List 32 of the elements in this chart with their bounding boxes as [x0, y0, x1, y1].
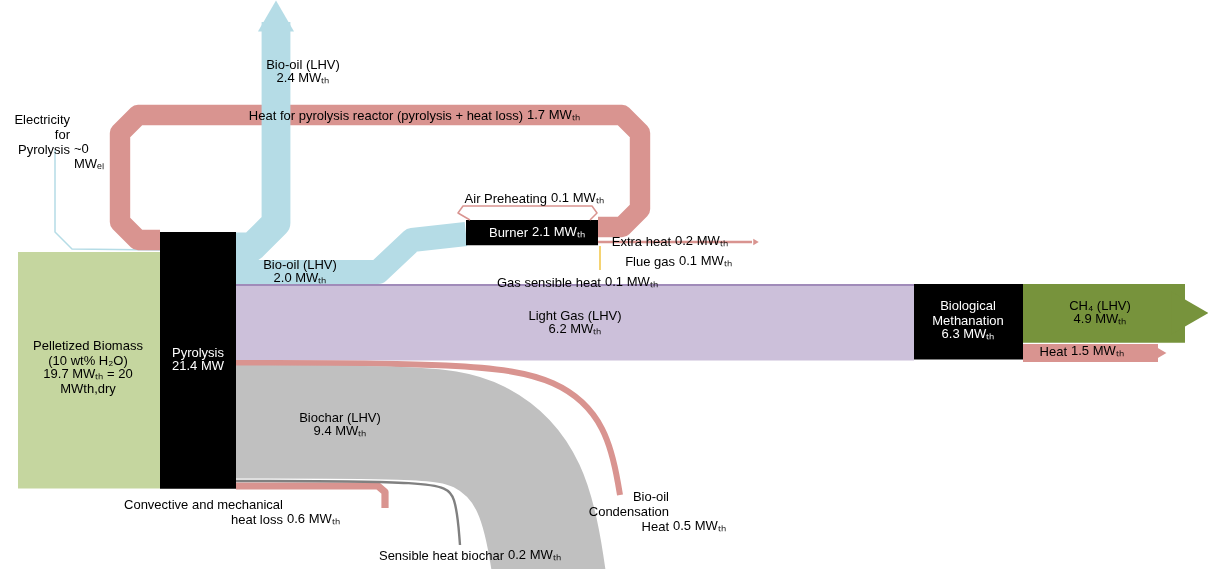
- data-label: 1.7 MWₜₕ: [527, 107, 580, 122]
- category-label: Biological Methanation: [932, 298, 1004, 328]
- category-label: Flue gas: [625, 254, 676, 269]
- category-label: Heat for pyrolysis reactor (pyrolysis + heat loss): [248, 108, 523, 123]
- data-label: 0.6 MWₜₕ: [287, 511, 340, 526]
- data-label: ~0 MWₑₗ: [74, 141, 104, 171]
- category-label: Electricity for Pyrolysis: [14, 112, 71, 157]
- category-label: Burner: [488, 225, 529, 240]
- category-label: Extra heat: [611, 234, 672, 249]
- data-label: 6.3 MWₜₕ: [941, 326, 995, 341]
- data-label: 0.1 MWₜₕ: [605, 274, 658, 289]
- category-label: Air Preheating: [464, 191, 547, 206]
- data-label: 0.5 MWₜₕ: [673, 518, 726, 533]
- data-label: 1.5 MWₜₕ: [1071, 343, 1124, 358]
- data-label: 2.1 MWₜₕ: [532, 224, 585, 239]
- data-label: 0.2 MWₜₕ: [675, 233, 728, 248]
- category-label: CH₄ (LHV): [1069, 298, 1131, 313]
- category-label: Bio-oil (LHV): [263, 257, 337, 272]
- category-label: Heat: [1039, 344, 1068, 359]
- data-label: 19.7 MWₜₕ = 20 MWth,dry: [43, 366, 133, 396]
- category-label: Gas sensible heat: [496, 275, 602, 290]
- category-label: Pelletized Biomass (10 wt% H₂O): [33, 338, 144, 368]
- category-label: Sensible heat biochar: [378, 548, 505, 563]
- category-label: Convective and mechanical heat loss: [124, 497, 284, 527]
- category-label: Pyrolysis: [171, 345, 225, 360]
- data-label: 0.1 MWₜₕ: [551, 190, 604, 205]
- data-label: 0.2 MWₜₕ: [508, 547, 561, 562]
- data-label: 0.1 MWₜₕ: [679, 253, 732, 268]
- category-label: Light Gas (LHV): [528, 308, 622, 323]
- category-label: Biochar (LHV): [299, 410, 381, 425]
- category-label: Bio-oil Condensation Heat: [588, 489, 670, 534]
- category-label: Bio-oil (LHV): [266, 57, 340, 72]
